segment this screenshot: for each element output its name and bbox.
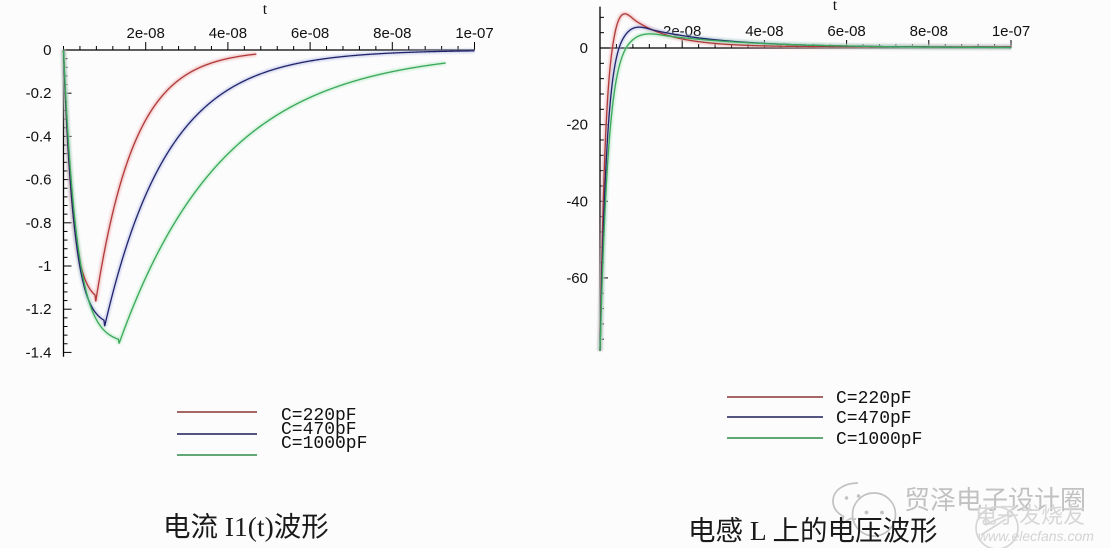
svg-text:0: 0 [43,42,51,59]
svg-text:-0.6: -0.6 [26,172,52,189]
svg-text:-0.4: -0.4 [26,128,52,145]
svg-text:4e-08: 4e-08 [209,25,247,42]
svg-text:8e-08: 8e-08 [910,23,948,40]
svg-text:-40: -40 [566,193,588,210]
svg-text:-1.2: -1.2 [26,301,52,318]
svg-text:www.elecfans.com: www.elecfans.com [978,528,1094,544]
svg-text:6e-08: 6e-08 [827,23,865,40]
svg-text:2e-08: 2e-08 [127,25,165,42]
svg-text:1e-07: 1e-07 [992,23,1030,40]
svg-text:6e-08: 6e-08 [291,25,329,42]
svg-text:C=1000pF: C=1000pF [281,434,367,454]
svg-text:-1.4: -1.4 [26,344,52,361]
svg-text:C=220pF: C=220pF [836,389,912,409]
svg-text:电子发烧友: 电子发烧友 [975,503,1085,528]
svg-text:4e-08: 4e-08 [745,23,783,40]
svg-text:t: t [833,0,838,14]
svg-text:C=470pF: C=470pF [836,409,912,429]
svg-text:0: 0 [580,40,588,57]
svg-text:-0.8: -0.8 [26,215,52,232]
svg-text:-1: -1 [38,258,51,275]
svg-text:-60: -60 [566,270,588,287]
svg-text:8e-08: 8e-08 [373,25,411,42]
svg-text:1e-07: 1e-07 [455,25,493,42]
svg-text:-0.2: -0.2 [26,85,52,102]
svg-text:C=1000pF: C=1000pF [836,430,922,450]
svg-text:-20: -20 [566,117,588,134]
svg-text:t: t [263,1,268,18]
